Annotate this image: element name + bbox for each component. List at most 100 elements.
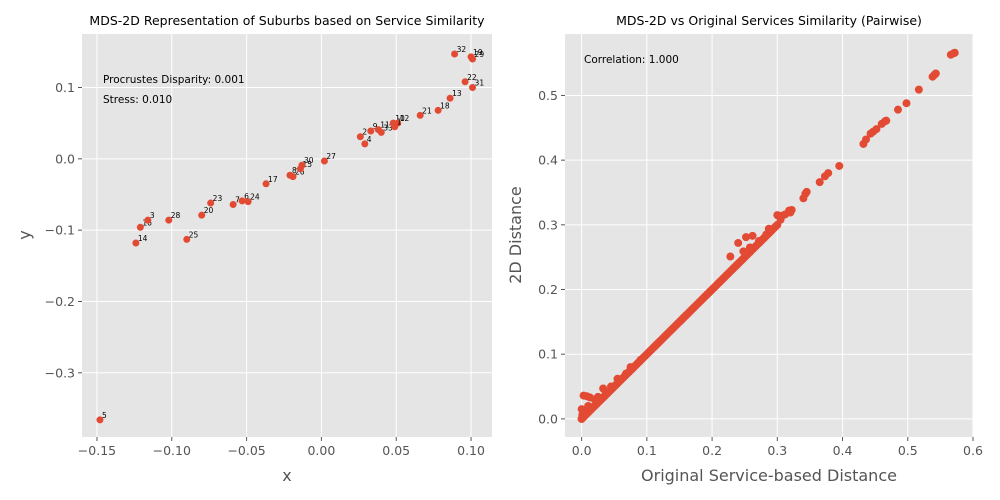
suburb-point-label: 3	[150, 211, 155, 220]
pairwise-point	[950, 48, 959, 57]
pairwise-point	[802, 187, 811, 196]
suburb-point-label: 6	[244, 192, 249, 201]
pairwise-point	[776, 215, 785, 224]
pairwise-point	[739, 247, 748, 256]
right-x-tick-label: 0.2	[702, 443, 722, 458]
right-chart: 0.0 0.1 0.2 0.3 0.4 0.5 0.60.00.10.20.30.40.5 …	[506, 13, 983, 485]
pairwise-point	[755, 236, 764, 245]
suburb-point-label: 5	[102, 411, 107, 420]
pairwise-point	[593, 392, 602, 401]
pairwise-point	[636, 356, 645, 365]
right-y-tick-label: 0.3	[538, 217, 558, 232]
right-y-tick-label: 0.5	[538, 88, 558, 103]
left-x-tick-label: −0.15	[78, 443, 116, 458]
right-x-axis-label: Original Service-based Distance	[641, 466, 897, 485]
pairwise-point	[893, 105, 902, 114]
suburb-point	[132, 239, 140, 247]
pairwise-point	[764, 224, 773, 233]
suburb-point	[446, 94, 454, 102]
suburb-point-label: 33	[383, 123, 393, 132]
suburb-point-label: 12	[400, 114, 410, 123]
suburb-point	[361, 140, 369, 148]
suburb-point-label: 7	[235, 195, 240, 204]
suburb-point-label: 32	[457, 45, 467, 54]
left-chart-title: MDS-2D Representation of Suburbs based o…	[89, 13, 485, 28]
suburb-point	[165, 216, 173, 224]
correlation-annotation: Correlation: 1.000	[584, 54, 679, 66]
left-plot-area	[82, 34, 492, 437]
suburb-point	[96, 416, 104, 424]
suburb-point	[144, 216, 152, 224]
suburb-point	[229, 200, 237, 208]
suburb-point	[262, 180, 270, 188]
pairwise-point	[613, 374, 622, 383]
suburb-point-label: 2	[362, 128, 367, 137]
suburb-point	[207, 199, 215, 207]
suburb-point	[198, 211, 206, 219]
suburb-point	[238, 197, 246, 205]
left-y-tick-label: −0.3	[45, 365, 75, 380]
suburb-point-label: 18	[440, 101, 450, 110]
pairwise-point	[606, 382, 615, 391]
suburb-point-label: 17	[268, 175, 278, 184]
left-x-axis-label: x	[282, 466, 291, 485]
pairwise-point	[626, 363, 635, 372]
pairwise-point	[621, 369, 630, 378]
right-x-tick-label: 0.5	[898, 443, 918, 458]
pairwise-point	[601, 388, 610, 397]
right-x-tick-label: 0.1	[637, 443, 657, 458]
right-x-tick-label: 0.6	[963, 443, 983, 458]
suburb-point-label: 31	[475, 78, 485, 87]
suburb-point-label: 24	[250, 193, 260, 202]
suburb-point-label: 28	[171, 211, 181, 220]
suburb-point	[434, 106, 442, 114]
suburb-point-label: 1	[397, 118, 402, 127]
suburb-point	[367, 127, 375, 135]
left-y-tick-label: 0.0	[55, 151, 75, 166]
right-x-tick-label: 0.3	[767, 443, 787, 458]
left-x-tick-label: 0.00	[307, 443, 335, 458]
left-x-tick-label: 0.05	[382, 443, 410, 458]
suburb-point-label: 27	[326, 152, 336, 161]
suburb-point-label: 21	[422, 106, 432, 115]
suburb-point-label: 4	[367, 135, 372, 144]
pairwise-point	[882, 116, 891, 125]
suburb-point-label: 11	[380, 121, 390, 130]
pairwise-point	[872, 125, 881, 134]
suburb-point-label: 15	[302, 160, 312, 169]
suburb-point	[461, 78, 469, 86]
suburb-point	[377, 128, 385, 136]
left-y-tick-label: −0.2	[45, 294, 75, 309]
suburb-point	[298, 161, 306, 169]
left-y-axis-label: y	[15, 230, 34, 239]
pairwise-point	[835, 161, 844, 170]
pairwise-point	[742, 233, 751, 242]
suburb-point-label: 29	[475, 50, 485, 59]
right-x-tick-label: 0.0	[572, 443, 592, 458]
pairwise-point	[931, 69, 940, 78]
right-y-tick-label: 0.1	[538, 347, 558, 362]
left-y-tick-label: −0.1	[45, 223, 75, 238]
suburb-point	[289, 173, 297, 181]
suburb-point-label: 30	[304, 156, 314, 165]
left-x-tick-label: 0.10	[457, 443, 485, 458]
procrustes-annotation: Procrustes Disparity: 0.001	[103, 74, 245, 86]
suburb-point	[320, 157, 328, 165]
right-y-axis-label: 2D Distance	[506, 186, 525, 284]
right-y-tick-label: 0.4	[538, 153, 558, 168]
pairwise-point	[745, 243, 754, 252]
right-y-tick-label: 0.0	[538, 411, 558, 426]
pairwise-point	[902, 99, 911, 108]
pairwise-point	[734, 238, 743, 247]
suburb-point	[451, 50, 459, 58]
pairwise-point	[815, 178, 824, 187]
suburb-point	[416, 111, 424, 119]
suburb-point-label: 19	[473, 48, 483, 57]
suburb-point	[183, 235, 191, 243]
suburb-point-label: 25	[189, 230, 199, 239]
suburb-point-label: 23	[213, 194, 223, 203]
suburb-point	[244, 198, 252, 206]
suburb-point-label: 20	[204, 206, 214, 215]
suburb-point-label: 13	[452, 89, 462, 98]
